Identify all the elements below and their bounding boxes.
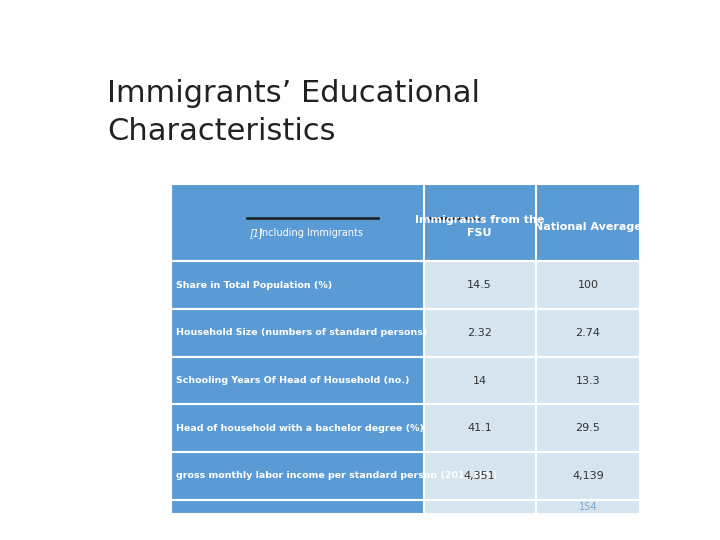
Text: Including Immigrants: Including Immigrants <box>256 228 363 238</box>
Bar <box>536 309 640 356</box>
Text: 4,139: 4,139 <box>572 471 604 481</box>
Text: 100: 100 <box>577 280 598 290</box>
Bar <box>423 500 536 514</box>
Text: Immigrants’ Educational: Immigrants’ Educational <box>107 79 480 107</box>
Bar <box>171 261 423 309</box>
Bar <box>536 404 640 452</box>
Bar <box>423 452 536 500</box>
Text: gross monthly labor income per standard person (2011 NIS): gross monthly labor income per standard … <box>176 471 498 481</box>
Text: Share in Total Population (%): Share in Total Population (%) <box>176 280 332 289</box>
Text: 41.1: 41.1 <box>467 423 492 433</box>
Text: Characteristics: Characteristics <box>107 117 336 146</box>
Text: 154: 154 <box>579 502 597 512</box>
Bar <box>171 452 423 500</box>
Bar <box>171 500 423 514</box>
Bar <box>423 309 536 356</box>
Text: National Average: National Average <box>534 221 642 232</box>
Text: 2.32: 2.32 <box>467 328 492 338</box>
Bar <box>536 261 640 309</box>
Bar <box>423 184 536 261</box>
Text: 2.74: 2.74 <box>575 328 600 338</box>
Bar <box>423 404 536 452</box>
Text: 14: 14 <box>472 375 487 386</box>
Text: 13.3: 13.3 <box>576 375 600 386</box>
Text: Immigrants from the
FSU: Immigrants from the FSU <box>415 215 544 238</box>
Bar <box>536 500 640 514</box>
Bar <box>171 356 423 404</box>
Text: 4,351: 4,351 <box>464 471 495 481</box>
Bar <box>536 452 640 500</box>
Bar <box>171 309 423 356</box>
Bar <box>171 184 423 261</box>
Bar <box>171 404 423 452</box>
Bar <box>536 356 640 404</box>
Bar <box>423 261 536 309</box>
Text: Schooling Years Of Head of Household (no.): Schooling Years Of Head of Household (no… <box>176 376 410 385</box>
Text: Head of household with a bachelor degree (%): Head of household with a bachelor degree… <box>176 424 424 433</box>
Text: 29.5: 29.5 <box>575 423 600 433</box>
Text: [1]: [1] <box>250 228 264 238</box>
Text: 14.5: 14.5 <box>467 280 492 290</box>
Text: Household Size (numbers of standard persons): Household Size (numbers of standard pers… <box>176 328 428 338</box>
Bar <box>536 184 640 261</box>
Bar <box>423 356 536 404</box>
